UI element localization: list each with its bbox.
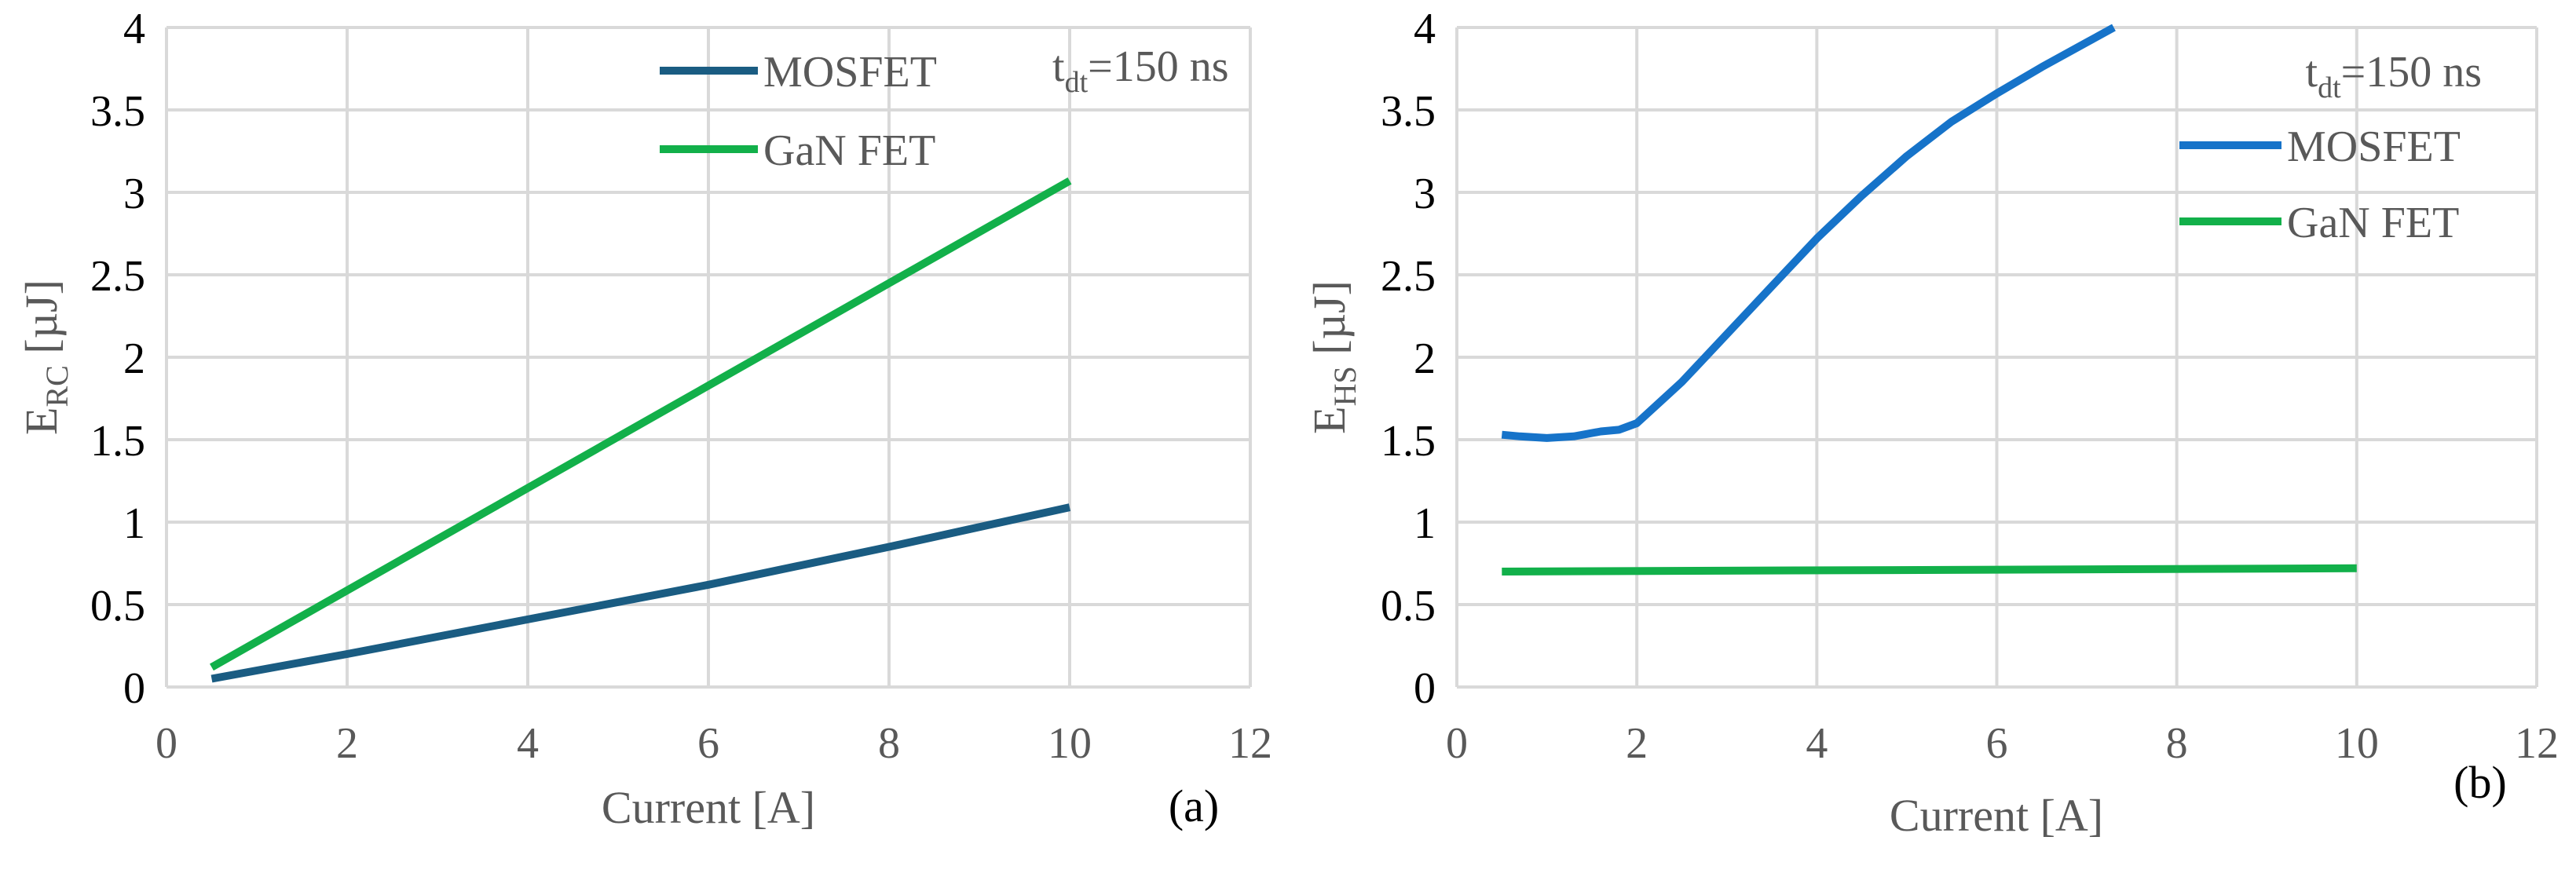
series-line-gan-fet [1502, 564, 2357, 576]
y-tick-label: 3.5 [90, 87, 145, 136]
x-axis-label: Current [A] [1890, 790, 2103, 841]
x-tick-label: 0 [1446, 719, 1468, 768]
y-tick-label: 3 [1414, 170, 1436, 218]
legend-label: GaN FET [763, 126, 935, 175]
y-axis-label: EHS [µJ] [1304, 280, 1363, 434]
y-tick-label: 2.5 [1381, 252, 1436, 301]
x-axis-label: Current [A] [602, 782, 815, 833]
annotation-tdt-sub: dt [1065, 66, 1089, 99]
y-axis-label-sub: RC [39, 365, 75, 407]
x-tick-label: 12 [1228, 719, 1272, 768]
x-tick-label: 12 [2515, 719, 2559, 768]
y-tick-label: 3.5 [1381, 87, 1436, 136]
y-axis-label: ERC [µJ] [16, 280, 75, 435]
x-tick-label: 2 [336, 719, 358, 768]
y-axis-label-unit: [µJ] [16, 280, 67, 365]
y-tick-label: 0.5 [90, 582, 145, 630]
legend-label: MOSFET [763, 48, 937, 97]
y-tick-label: 3 [123, 170, 145, 218]
y-tick-label: 4 [1414, 5, 1436, 53]
y-axis-label-sub: HS [1327, 366, 1363, 406]
annotation-tdt: tdt=150 ns [1052, 42, 1229, 99]
series-line-gan-fet [210, 177, 1072, 671]
annotation-tdt-main: t [2306, 48, 2318, 97]
y-tick-label: 1 [123, 499, 145, 548]
y-tick-label: 1.5 [90, 417, 145, 466]
chart-panel-a: 0 2 4 6 8 10 12 0 0.5 1 1.5 2 2.5 3 3.5 4 Current [A] ERC… [16, 5, 1272, 833]
y-tick-label: 0 [1414, 664, 1436, 713]
x-tick-label: 2 [1626, 719, 1648, 768]
y-tick-label: 2 [123, 334, 145, 383]
annotation-tdt-sub: dt [2318, 71, 2341, 104]
x-tick-label: 0 [156, 719, 177, 768]
annotation-tdt: tdt=150 ns [2306, 48, 2483, 104]
annotation-tdt-main: t [1052, 42, 1065, 91]
y-tick-label: 1 [1414, 499, 1436, 548]
y-tick-label: 1.5 [1381, 417, 1436, 466]
y-axis-label-main: E [16, 407, 67, 435]
y-axis-label-main: E [1304, 406, 1355, 433]
legend-label: MOSFET [2287, 122, 2461, 171]
annotation-tdt-rest: =150 ns [2341, 48, 2482, 97]
y-axis-label-unit: [µJ] [1304, 280, 1355, 366]
y-tick-label: 2.5 [90, 252, 145, 301]
panel-label: (b) [2453, 757, 2507, 808]
x-tick-label: 6 [697, 719, 719, 768]
x-tick-label: 10 [2335, 719, 2379, 768]
y-tick-label: 4 [123, 5, 145, 53]
panel-label: (a) [1169, 780, 1219, 831]
legend-label: GaN FET [2287, 199, 2459, 247]
x-tick-label: 6 [1986, 719, 2008, 768]
x-tick-label: 10 [1048, 719, 1092, 768]
x-tick-label: 4 [1806, 719, 1828, 768]
series-line-mosfet [210, 503, 1071, 683]
x-tick-label: 8 [878, 719, 900, 768]
chart-panel-b: 0 2 4 6 8 10 12 0 0.5 1 1.5 2 2.5 3 3.5 4 Current [A] EHS… [1304, 5, 2559, 841]
annotation-tdt-rest: =150 ns [1088, 42, 1228, 91]
series-line-mosfet [1501, 24, 2116, 442]
y-tick-label: 2 [1414, 334, 1436, 383]
x-tick-label: 4 [517, 719, 539, 768]
y-tick-label: 0.5 [1381, 582, 1436, 630]
x-tick-label: 8 [2166, 719, 2188, 768]
y-tick-label: 0 [123, 664, 145, 713]
